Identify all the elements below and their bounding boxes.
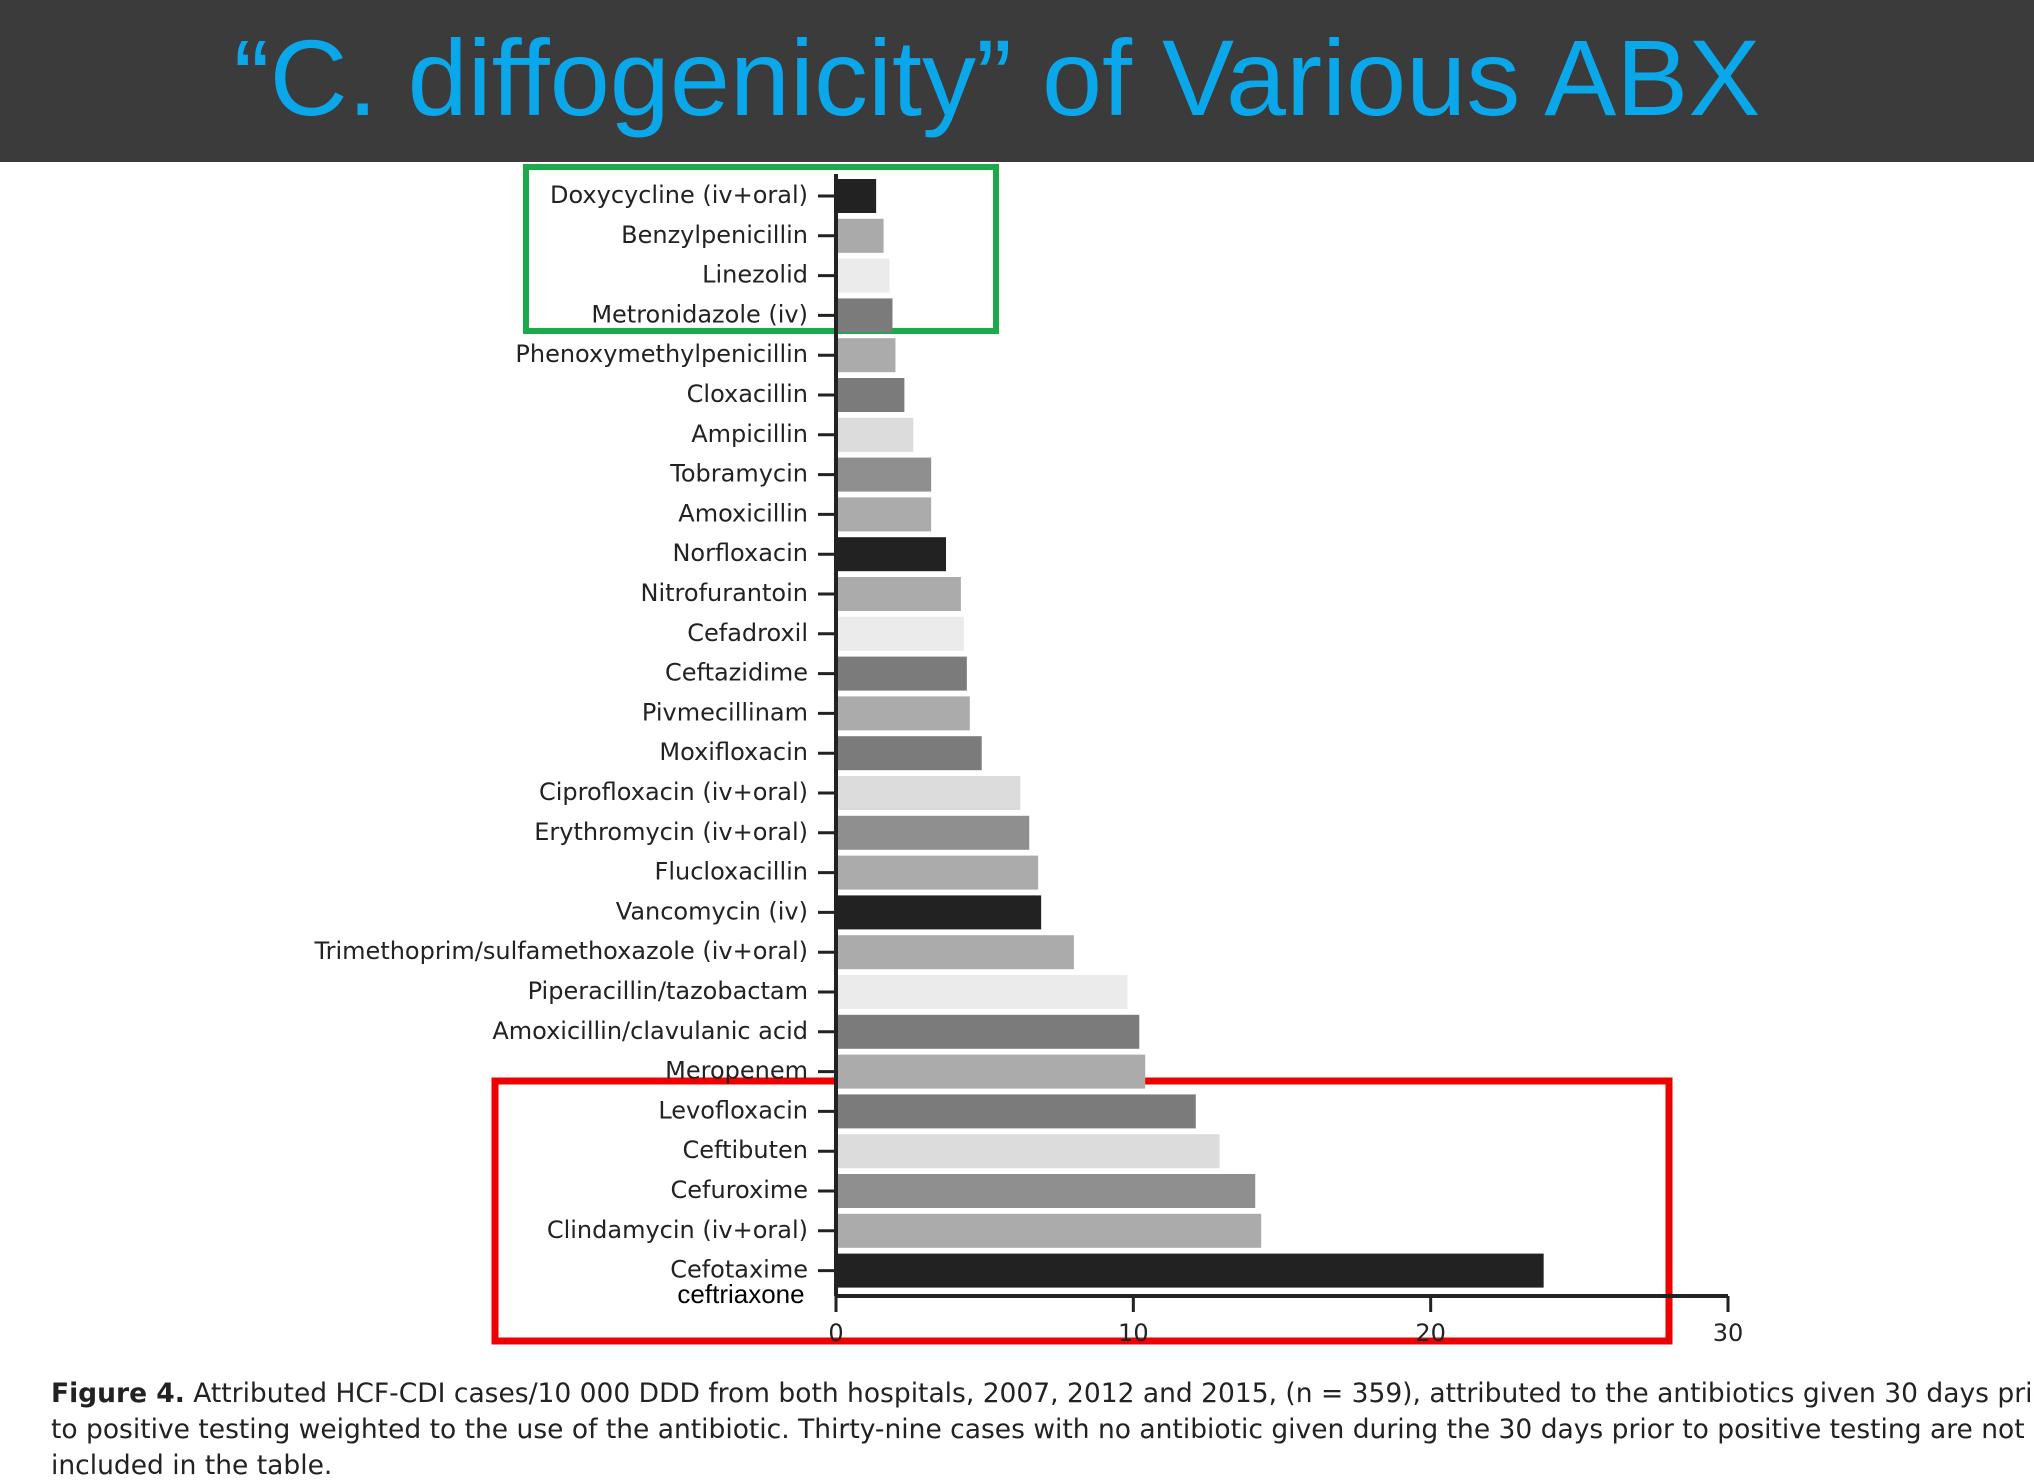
y-tick-label: Erythromycin (iv+oral) bbox=[534, 818, 808, 846]
slide-title: “C. diffogenicity” of Various ABX bbox=[233, 17, 1761, 138]
x-tick-label: 10 bbox=[1118, 1319, 1149, 1347]
bar bbox=[836, 577, 961, 611]
caption-line: to positive testing weighted to the use … bbox=[51, 1414, 2025, 1445]
annotation: ceftriaxone bbox=[677, 1279, 804, 1309]
bar bbox=[836, 537, 947, 572]
bar bbox=[836, 1094, 1196, 1129]
y-tick-label: Benzylpenicillin bbox=[621, 221, 808, 249]
caption-text: Attributed HCF-CDI cases/10 000 DDD from… bbox=[193, 1378, 2034, 1409]
bar bbox=[836, 975, 1128, 1009]
y-tick-label: Ceftibuten bbox=[683, 1136, 808, 1164]
bar bbox=[836, 497, 932, 532]
y-tick-label: Cloxacillin bbox=[687, 380, 808, 408]
bar bbox=[836, 1253, 1544, 1288]
bar bbox=[836, 616, 964, 651]
highlight-box bbox=[523, 164, 999, 334]
y-tick-label: Pivmecillinam bbox=[642, 698, 808, 726]
y-tick-label: Tobramycin bbox=[669, 460, 808, 488]
y-tick-label: Meropenem bbox=[665, 1057, 808, 1085]
x-tick-label: 30 bbox=[1713, 1319, 1744, 1347]
bar bbox=[836, 1054, 1146, 1089]
y-tick-label: Linezolid bbox=[702, 261, 808, 289]
y-tick-label: Cefuroxime bbox=[671, 1176, 808, 1204]
title-bar bbox=[0, 0, 2034, 162]
y-tick-label: Nitrofurantoin bbox=[641, 579, 808, 607]
bar bbox=[836, 1134, 1220, 1169]
y-tick-label: Moxifloxacin bbox=[659, 738, 808, 766]
bar bbox=[836, 218, 884, 253]
y-tick-label: Norfloxacin bbox=[672, 539, 808, 567]
bar bbox=[836, 776, 1021, 810]
bar bbox=[836, 338, 896, 373]
y-tick-label: Trimethoprim/sulfamethoxazole (iv+oral) bbox=[314, 937, 809, 965]
bar bbox=[836, 855, 1039, 890]
y-tick-label: Cefadroxil bbox=[687, 619, 808, 647]
bar bbox=[836, 736, 982, 771]
bar bbox=[836, 656, 967, 691]
y-tick-label: Ampicillin bbox=[691, 420, 808, 448]
y-tick-label: Doxycycline (iv+oral) bbox=[550, 181, 808, 209]
bar bbox=[836, 179, 877, 213]
x-tick-label: 20 bbox=[1415, 1319, 1446, 1347]
bar bbox=[836, 895, 1042, 930]
y-tick-label: Amoxicillin bbox=[678, 499, 808, 527]
y-tick-label: Cefotaxime bbox=[670, 1256, 808, 1284]
y-tick-label: Levofloxacin bbox=[658, 1096, 808, 1124]
y-tick-label: Vancomycin (iv) bbox=[616, 897, 808, 925]
bar bbox=[836, 696, 970, 731]
bar bbox=[836, 1174, 1256, 1208]
y-tick-label: Phenoxymethylpenicillin bbox=[515, 340, 808, 368]
y-tick-label: Ceftazidime bbox=[665, 659, 808, 687]
bar bbox=[836, 935, 1074, 970]
bar bbox=[836, 378, 905, 412]
y-tick-label: Clindamycin (iv+oral) bbox=[547, 1216, 808, 1244]
bar bbox=[836, 258, 890, 293]
bar bbox=[836, 457, 932, 492]
caption-line: included in the table. bbox=[51, 1450, 333, 1481]
bar bbox=[836, 1014, 1140, 1049]
caption-line: Figure 4. Attributed HCF-CDI cases/10 00… bbox=[51, 1376, 2034, 1412]
x-tick-label: 0 bbox=[828, 1319, 843, 1347]
y-tick-label: Piperacillin/tazobactam bbox=[528, 977, 808, 1005]
bar bbox=[836, 417, 914, 452]
caption-label: Figure 4. bbox=[51, 1378, 185, 1409]
bar bbox=[836, 298, 893, 333]
bar bbox=[836, 815, 1030, 850]
y-tick-label: Metronidazole (iv) bbox=[591, 300, 808, 328]
bar bbox=[836, 1213, 1262, 1248]
y-tick-label: Flucloxacillin bbox=[655, 858, 808, 886]
chart: Doxycycline (iv+oral) Benzylpenicillin Lin… bbox=[314, 164, 1744, 1347]
y-tick-label: Ciprofloxacin (iv+oral) bbox=[539, 778, 808, 806]
y-tick-label: Amoxicillin/clavulanic acid bbox=[492, 1017, 808, 1045]
